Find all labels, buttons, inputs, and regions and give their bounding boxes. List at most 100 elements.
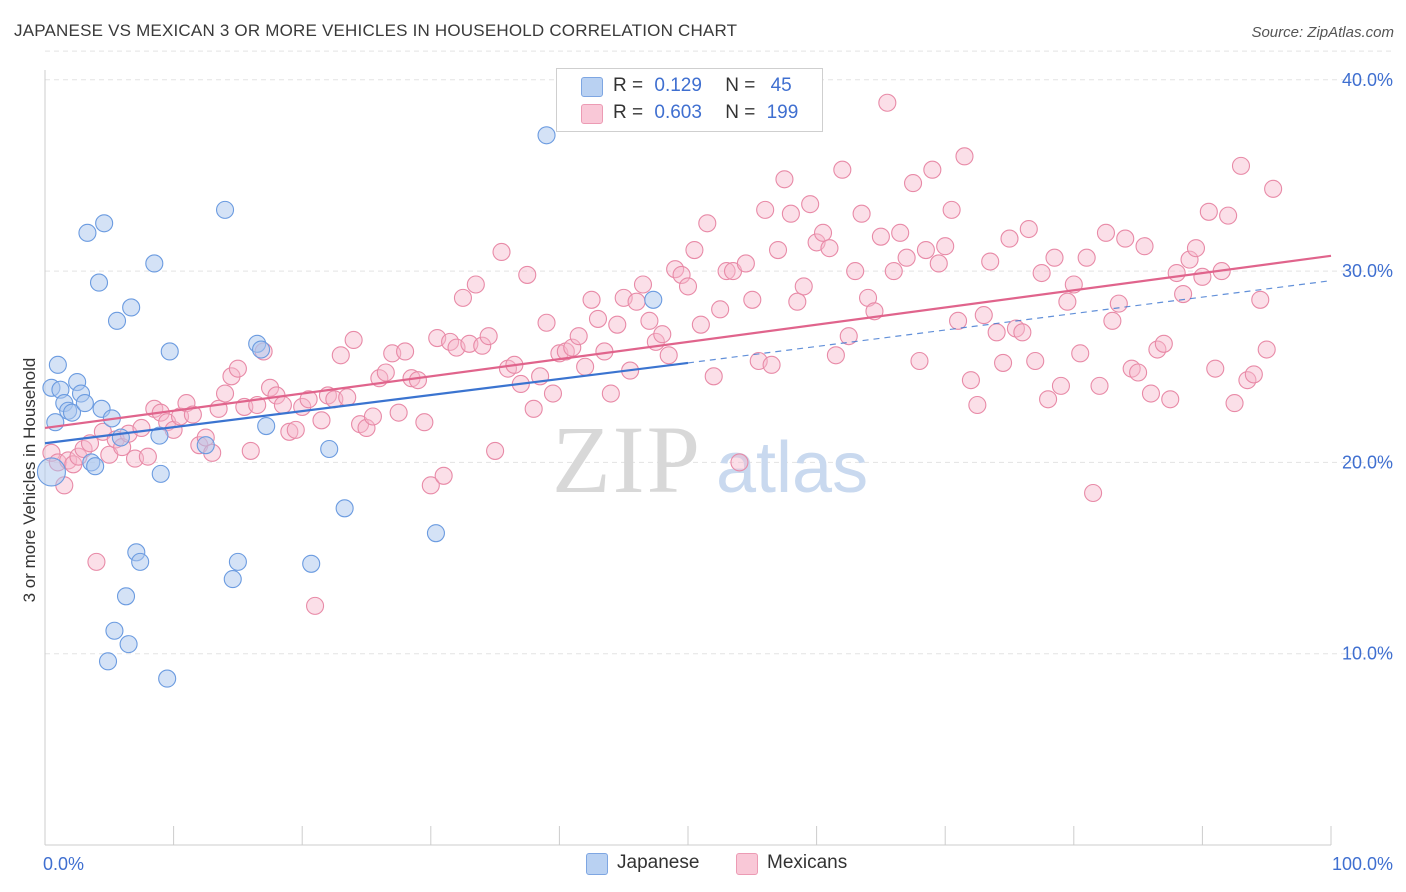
mexicans-point xyxy=(1180,250,1199,269)
mexicans-point xyxy=(183,405,202,424)
japanese-point xyxy=(196,436,215,455)
mexicans-point xyxy=(839,327,858,346)
japanese-r-label: R = xyxy=(613,75,644,96)
mexicans-point xyxy=(768,241,788,260)
japanese-points xyxy=(36,126,663,688)
mexicans-point xyxy=(1135,237,1154,256)
mexicans-point xyxy=(306,596,325,615)
y-tick-label: 30.0% xyxy=(1342,261,1393,281)
japanese-point xyxy=(160,342,179,361)
mexicans-point xyxy=(1219,206,1238,225)
mexicans-point xyxy=(1077,248,1096,267)
mexicans-point xyxy=(421,476,440,495)
mexicans-point xyxy=(730,453,749,472)
japanese-point xyxy=(111,428,130,447)
mexicans-point xyxy=(396,342,415,361)
mexicans-point xyxy=(466,275,485,294)
x-tick-label-max: 100.0% xyxy=(1332,854,1393,874)
japanese-swatch xyxy=(581,77,603,97)
mexicans-point xyxy=(1264,179,1283,198)
mexicans-point xyxy=(936,237,955,256)
japanese-trend-line xyxy=(44,361,689,445)
mexicans-n-value: 199 xyxy=(766,102,799,123)
mexicans-point xyxy=(736,254,755,273)
mexicans-r-value: 0.603 xyxy=(654,102,702,123)
mexicans-point xyxy=(788,292,807,311)
mexicans-point xyxy=(312,411,331,430)
japanese-n-value: 45 xyxy=(770,75,792,96)
mexicans-point xyxy=(331,346,350,365)
japanese-point xyxy=(131,552,150,571)
mexicans-point xyxy=(955,147,974,166)
mexicans-point xyxy=(1051,376,1070,395)
mexicans-point xyxy=(473,336,492,355)
japanese-point xyxy=(644,290,663,309)
mexicans-point xyxy=(910,351,929,371)
mexicans-point xyxy=(627,292,646,311)
mexicans-point xyxy=(653,325,672,344)
mexicans-point xyxy=(633,275,653,294)
mexicans-point xyxy=(1231,156,1251,175)
mexicans-point xyxy=(1129,363,1148,382)
mexicans-point xyxy=(1141,384,1161,403)
mexicans-point xyxy=(897,248,916,267)
mexicans-point xyxy=(968,395,987,415)
japanese-point xyxy=(36,457,66,487)
japanese-point xyxy=(150,426,169,445)
mexicans-point xyxy=(801,195,820,214)
watermark: ZIP atlas xyxy=(552,406,868,513)
mexicans-point xyxy=(286,420,305,439)
mexicans-point xyxy=(691,315,710,334)
mexicans-point xyxy=(363,407,382,426)
mexicans-point xyxy=(1167,263,1186,283)
mexicans-point xyxy=(338,388,357,407)
mexicans-point xyxy=(408,371,427,390)
mexicans-point xyxy=(820,239,839,258)
mexicans-point xyxy=(576,357,595,376)
mexicans-legend-swatch xyxy=(736,853,758,875)
japanese-trend-extension xyxy=(687,280,1332,364)
mexicans-point xyxy=(1045,248,1064,267)
mexicans-point xyxy=(1186,239,1206,258)
mexicans-point xyxy=(453,288,473,307)
mexicans-point xyxy=(415,413,434,432)
mexicans-point xyxy=(1225,394,1244,413)
mexicans-point xyxy=(1019,219,1038,239)
axes xyxy=(44,70,1332,846)
japanese-point xyxy=(78,223,97,242)
mexicans-point xyxy=(1103,311,1122,330)
mexicans-point xyxy=(1032,263,1051,283)
mexicans-point xyxy=(775,170,794,189)
japanese-n-label: N = xyxy=(725,75,756,96)
mexicans-point xyxy=(640,311,659,330)
mexicans-point xyxy=(1058,292,1077,311)
japanese-point xyxy=(107,311,127,330)
mexicans-point xyxy=(1090,376,1109,395)
mexicans-point xyxy=(389,403,408,422)
mexicans-point xyxy=(222,367,241,386)
mexicans-point xyxy=(563,338,582,357)
japanese-point xyxy=(62,403,82,422)
mexicans-point xyxy=(492,242,511,262)
mexicans-point xyxy=(762,355,781,374)
japanese-point xyxy=(158,669,177,688)
japanese-r-value: 0.129 xyxy=(654,75,702,96)
y-tick-label: 20.0% xyxy=(1342,452,1393,472)
mexicans-point xyxy=(678,277,698,296)
mexicans-point xyxy=(1199,202,1218,221)
japanese-point xyxy=(537,126,556,145)
japanese-point xyxy=(75,394,94,413)
mexicans-swatch xyxy=(581,104,603,124)
mexicans-point xyxy=(961,371,980,390)
mexicans-point xyxy=(177,394,196,413)
trend-lines xyxy=(44,254,1332,445)
mexicans-point xyxy=(537,313,556,332)
japanese-legend-swatch xyxy=(586,853,608,875)
mexicans-point xyxy=(241,441,260,460)
mexicans-point xyxy=(601,384,620,403)
japanese-point xyxy=(215,200,235,219)
mexicans-point xyxy=(891,223,910,242)
mexicans-point xyxy=(344,330,363,350)
mexicans-point xyxy=(518,265,537,284)
